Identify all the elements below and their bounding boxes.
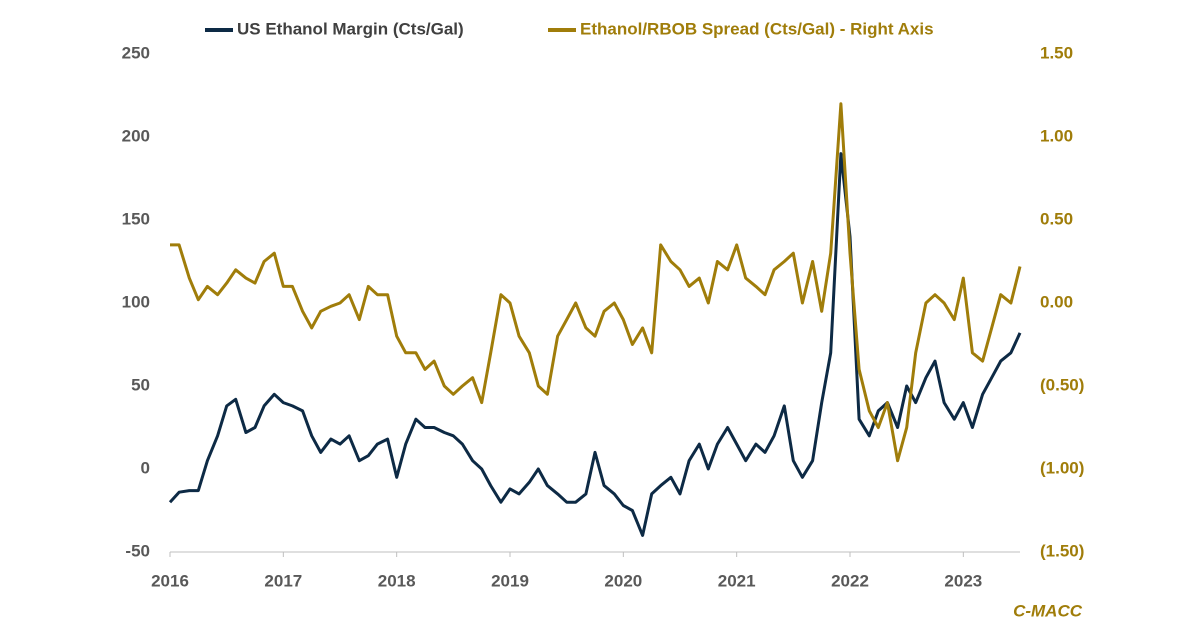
x-tick-label: 2022 xyxy=(831,571,869,590)
x-tick-label: 2021 xyxy=(718,571,756,590)
y-tick-label: 0 xyxy=(141,458,150,477)
y2-tick-label: (1.00) xyxy=(1040,458,1084,477)
series-line xyxy=(170,102,1022,463)
y-tick-label: 100 xyxy=(122,292,150,311)
y2-tick-label: 0.50 xyxy=(1040,209,1073,228)
x-tick-label: 2023 xyxy=(944,571,982,590)
y-tick-label: 250 xyxy=(122,43,150,62)
x-tick-label: 2019 xyxy=(491,571,529,590)
y2-tick-label: (0.50) xyxy=(1040,375,1084,394)
y2-tick-label: 1.00 xyxy=(1040,126,1073,145)
legend-label: US Ethanol Margin (Cts/Gal) xyxy=(237,19,464,38)
y2-tick-label: 0.00 xyxy=(1040,292,1073,311)
x-tick-label: 2016 xyxy=(151,571,189,590)
x-tick-label: 2017 xyxy=(264,571,302,590)
y-tick-label: -50 xyxy=(125,541,150,560)
x-tick-label: 2018 xyxy=(378,571,416,590)
legend-label: Ethanol/RBOB Spread (Cts/Gal) - Right Ax… xyxy=(580,19,934,38)
y2-tick-label: (1.50) xyxy=(1040,541,1084,560)
x-tick-label: 2020 xyxy=(604,571,642,590)
y-tick-label: 50 xyxy=(131,375,150,394)
y-tick-label: 150 xyxy=(122,209,150,228)
source: C-MACC xyxy=(1013,601,1083,620)
y2-tick-label: 1.50 xyxy=(1040,43,1073,62)
series-line xyxy=(168,152,1022,537)
y-tick-label: 200 xyxy=(122,126,150,145)
